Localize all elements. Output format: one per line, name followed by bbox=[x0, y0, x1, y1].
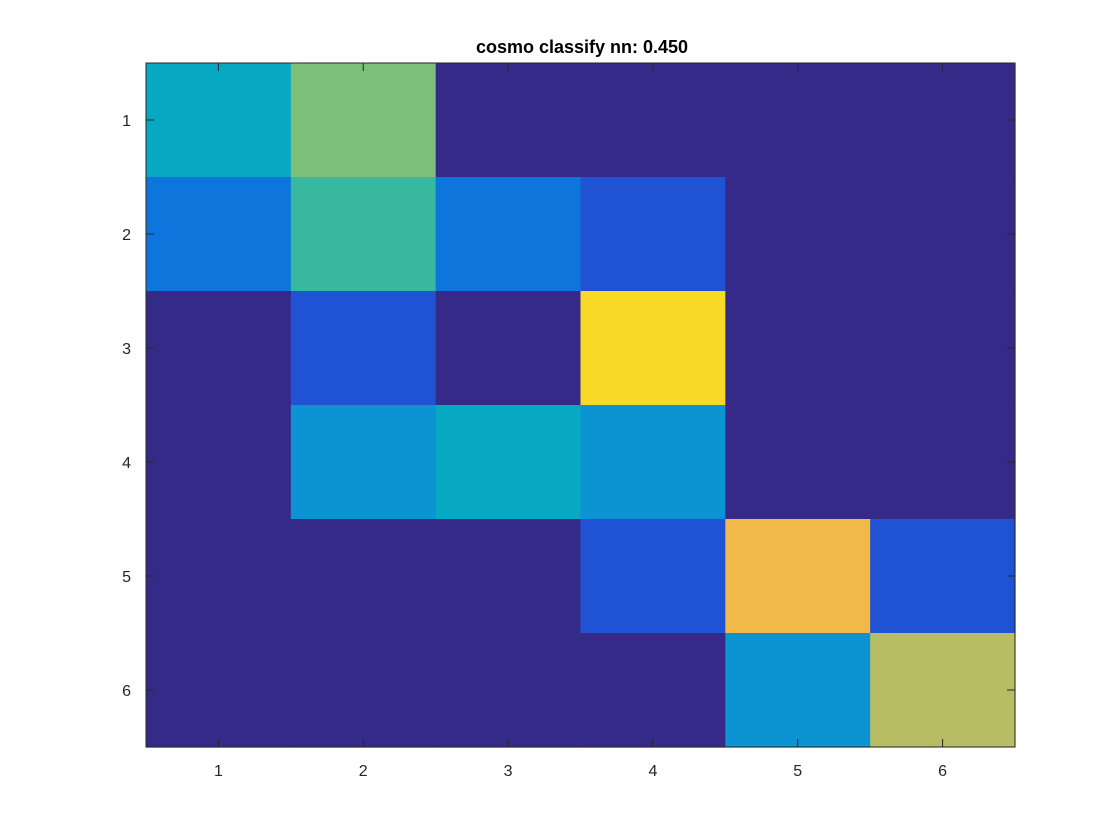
x-tick-label: 2 bbox=[359, 763, 368, 780]
heatmap-cell bbox=[290, 633, 437, 748]
heatmap-cell bbox=[435, 63, 582, 178]
heatmap-cell bbox=[725, 291, 871, 406]
heatmap-cell bbox=[435, 405, 582, 520]
y-tick-label: 2 bbox=[122, 227, 131, 244]
heatmap-cell bbox=[870, 63, 1016, 178]
heatmap-cell bbox=[290, 63, 437, 178]
heatmap-cell bbox=[146, 633, 292, 748]
heatmap-cells bbox=[146, 63, 1016, 748]
heatmap-cell bbox=[870, 633, 1016, 748]
heatmap-cell bbox=[435, 291, 582, 406]
y-tick-label: 1 bbox=[122, 113, 131, 130]
y-tick-label: 3 bbox=[122, 341, 131, 358]
heatmap-cell bbox=[290, 291, 437, 406]
heatmap-cell bbox=[870, 405, 1016, 520]
y-tick-label: 5 bbox=[122, 569, 131, 586]
x-tick-label: 3 bbox=[504, 763, 513, 780]
heatmap-cell bbox=[725, 519, 871, 634]
heatmap-cell bbox=[290, 519, 437, 634]
y-tick-label: 6 bbox=[122, 683, 131, 700]
heatmap-cell bbox=[725, 177, 871, 292]
heatmap-cell bbox=[146, 405, 292, 520]
heatmap-cell bbox=[146, 291, 292, 406]
heatmap-cell bbox=[870, 177, 1016, 292]
heatmap-cell bbox=[435, 633, 582, 748]
plot-frame bbox=[145, 62, 1016, 748]
heatmap-cell bbox=[146, 63, 292, 178]
chart-title: cosmo classify nn: 0.450 bbox=[476, 37, 688, 57]
heatmap-cell bbox=[435, 519, 582, 634]
x-tick-label: 1 bbox=[214, 763, 223, 780]
x-tick-label: 4 bbox=[648, 763, 657, 780]
heatmap-cell bbox=[290, 177, 437, 292]
heatmap-cell bbox=[580, 519, 726, 634]
heatmap-cell bbox=[580, 633, 726, 748]
heatmap-cell bbox=[580, 63, 726, 178]
heatmap-cell bbox=[435, 177, 582, 292]
heatmap-cell bbox=[580, 177, 726, 292]
y-tick-label: 4 bbox=[122, 455, 131, 472]
heatmap-cell bbox=[870, 519, 1016, 634]
heatmap-cell bbox=[146, 519, 292, 634]
heatmap-cell bbox=[146, 177, 292, 292]
x-tick-label: 6 bbox=[938, 763, 947, 780]
heatmap-cell bbox=[725, 63, 871, 178]
heatmap-cell bbox=[725, 405, 871, 520]
heatmap-cell bbox=[290, 405, 437, 520]
heatmap-cell bbox=[580, 405, 726, 520]
axis-ticks bbox=[146, 63, 1015, 747]
x-tick-label: 5 bbox=[793, 763, 802, 780]
heatmap-cell bbox=[870, 291, 1016, 406]
heatmap-cell bbox=[725, 633, 871, 748]
y-tick-labels: 1 2 3 4 5 6 bbox=[122, 113, 131, 700]
heatmap-cell bbox=[580, 291, 726, 406]
x-tick-labels: 1 2 3 4 5 6 bbox=[214, 763, 947, 780]
